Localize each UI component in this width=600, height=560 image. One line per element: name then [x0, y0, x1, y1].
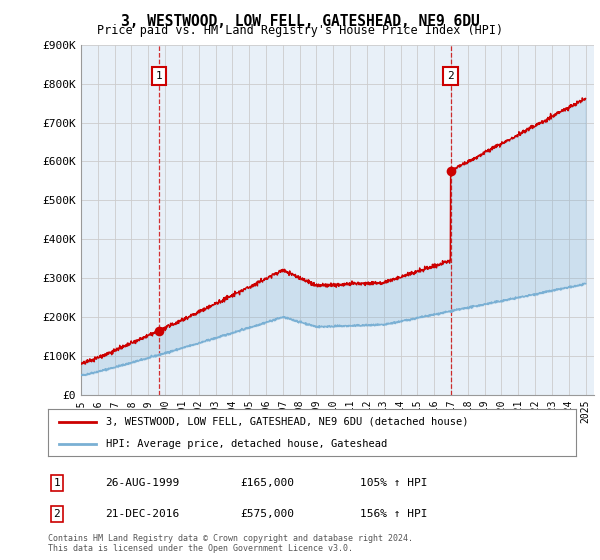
Text: Price paid vs. HM Land Registry's House Price Index (HPI): Price paid vs. HM Land Registry's House … — [97, 24, 503, 37]
Text: 3, WESTWOOD, LOW FELL, GATESHEAD, NE9 6DU: 3, WESTWOOD, LOW FELL, GATESHEAD, NE9 6D… — [121, 14, 479, 29]
Text: Contains HM Land Registry data © Crown copyright and database right 2024.
This d: Contains HM Land Registry data © Crown c… — [48, 534, 413, 553]
Text: 156% ↑ HPI: 156% ↑ HPI — [360, 509, 427, 519]
Text: 2: 2 — [53, 509, 61, 519]
Text: 2: 2 — [447, 71, 454, 81]
Text: £575,000: £575,000 — [240, 509, 294, 519]
Text: £165,000: £165,000 — [240, 478, 294, 488]
Text: 3, WESTWOOD, LOW FELL, GATESHEAD, NE9 6DU (detached house): 3, WESTWOOD, LOW FELL, GATESHEAD, NE9 6D… — [106, 417, 469, 427]
Text: 1: 1 — [156, 71, 163, 81]
Text: HPI: Average price, detached house, Gateshead: HPI: Average price, detached house, Gate… — [106, 438, 388, 449]
Text: 21-DEC-2016: 21-DEC-2016 — [105, 509, 179, 519]
Text: 1: 1 — [53, 478, 61, 488]
Text: 105% ↑ HPI: 105% ↑ HPI — [360, 478, 427, 488]
Text: 26-AUG-1999: 26-AUG-1999 — [105, 478, 179, 488]
